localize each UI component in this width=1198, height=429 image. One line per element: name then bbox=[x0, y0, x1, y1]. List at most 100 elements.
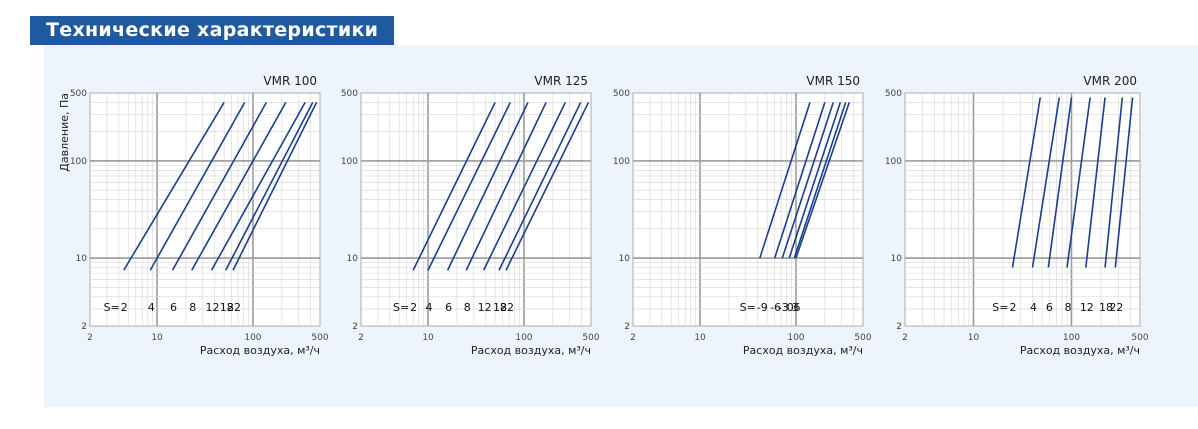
series-label: 8 bbox=[464, 301, 471, 314]
y-tick-label: 100 bbox=[885, 157, 902, 167]
x-tick-label: 100 bbox=[787, 333, 804, 343]
series-line-s12 bbox=[1085, 97, 1106, 268]
series-line-s8 bbox=[191, 102, 287, 271]
series-label: 18 bbox=[1099, 301, 1113, 314]
x-tick-label: 2 bbox=[630, 333, 636, 343]
x-tick-label: 2 bbox=[358, 333, 364, 343]
series-line-s3 bbox=[793, 102, 847, 259]
x-tick-label: 100 bbox=[515, 333, 532, 343]
x-axis-label: Расход воздуха, м³/ч bbox=[471, 344, 591, 357]
x-tick-label: 500 bbox=[311, 333, 328, 343]
series-line-s18 bbox=[1104, 97, 1124, 268]
chart-title: VMR 200 bbox=[1083, 74, 1137, 88]
series-line-s2 bbox=[412, 102, 496, 271]
chart-title: VMR 150 bbox=[806, 74, 860, 88]
series-line-s-6 bbox=[773, 102, 826, 259]
chart-title: VMR 100 bbox=[263, 74, 317, 88]
series-label: 2 bbox=[121, 301, 128, 314]
x-tick-label: 500 bbox=[1131, 333, 1148, 343]
plot-area bbox=[632, 92, 864, 327]
series-label: 6 bbox=[1046, 301, 1053, 314]
y-tick-label: 100 bbox=[613, 157, 630, 167]
series-label: 2 bbox=[1009, 301, 1016, 314]
series-line-s6 bbox=[171, 102, 268, 271]
series-line-s22 bbox=[1114, 97, 1134, 268]
series-label-prefix: S= bbox=[104, 301, 120, 314]
series-label: -3 bbox=[778, 301, 789, 314]
section-title: Технические характеристики bbox=[30, 16, 395, 45]
series-label: 4 bbox=[426, 301, 433, 314]
y-tick-label: 2 bbox=[352, 322, 358, 332]
x-tick-label: 2 bbox=[87, 333, 93, 343]
series-line-s-3 bbox=[781, 102, 835, 259]
y-tick-label: 500 bbox=[885, 89, 902, 99]
series-line-s4 bbox=[149, 102, 246, 271]
series-line-s2 bbox=[123, 102, 225, 271]
chart-1: 2 10 100 500 2 10 100 500 VMR 100 Расход воздуха,… bbox=[58, 74, 329, 357]
chart-3: 2 10 100 500 2 10 100 500 VMR 150 Расход воздуха,… bbox=[613, 74, 872, 357]
series-line-s2 bbox=[1011, 97, 1042, 268]
x-axis-label: Расход воздуха, м³/ч bbox=[743, 344, 863, 357]
y-tick-label: 10 bbox=[619, 254, 631, 264]
x-tick-label: 10 bbox=[694, 333, 706, 343]
series-label: 18 bbox=[220, 301, 234, 314]
x-tick-label: 2 bbox=[902, 333, 908, 343]
series-line-s6 bbox=[795, 102, 851, 259]
series-line-s22 bbox=[232, 102, 318, 271]
x-tick-label: 500 bbox=[582, 333, 599, 343]
series-label: 3 bbox=[792, 301, 799, 314]
series-label: 8 bbox=[189, 301, 196, 314]
y-tick-label: 10 bbox=[891, 254, 903, 264]
series-line-s8 bbox=[465, 102, 547, 271]
series-line-s6 bbox=[1047, 97, 1073, 268]
x-axis-label: Расход воздуха, м³/ч bbox=[1020, 344, 1140, 357]
x-axis-label: Расход воздуха, м³/ч bbox=[200, 344, 320, 357]
series-label-prefix: S= bbox=[740, 301, 756, 314]
series-line-s12 bbox=[210, 102, 306, 271]
series-label: 6 bbox=[793, 301, 800, 314]
chart-4: 2 10 100 500 2 10 100 500 VMR 200 Расход воздуха,… bbox=[885, 74, 1149, 357]
x-tick-label: 500 bbox=[854, 333, 871, 343]
chart-title: VMR 125 bbox=[534, 74, 588, 88]
series-line-s0 bbox=[788, 102, 842, 259]
series-line-s22 bbox=[505, 102, 590, 271]
series-line-s4 bbox=[1031, 97, 1061, 268]
series-label-prefix: S= bbox=[393, 301, 409, 314]
x-tick-label: 10 bbox=[968, 333, 980, 343]
series-label: 4 bbox=[1030, 301, 1037, 314]
section-header: Технические характеристики bbox=[30, 16, 1198, 45]
series-line-s18 bbox=[498, 102, 582, 271]
series-label: 2 bbox=[410, 301, 417, 314]
series-label: 8 bbox=[1065, 301, 1072, 314]
series-line-s6 bbox=[446, 102, 529, 271]
chart-2: 2 10 100 500 2 10 100 500 VMR 125 Расход воздуха,… bbox=[341, 74, 600, 357]
x-tick-label: 100 bbox=[1063, 333, 1080, 343]
x-tick-label: 10 bbox=[151, 333, 163, 343]
y-tick-label: 100 bbox=[70, 157, 87, 167]
y-tick-label: 2 bbox=[896, 322, 902, 332]
x-tick-label: 10 bbox=[422, 333, 434, 343]
y-tick-label: 10 bbox=[76, 254, 88, 264]
series-line-s18 bbox=[225, 102, 314, 271]
series-line-s-9 bbox=[759, 102, 811, 259]
y-tick-label: 2 bbox=[81, 322, 87, 332]
series-label: 12 bbox=[206, 301, 220, 314]
series-line-s4 bbox=[427, 102, 511, 271]
y-tick-label: 500 bbox=[70, 89, 87, 99]
y-tick-label: 100 bbox=[341, 157, 358, 167]
y-tick-label: 500 bbox=[613, 89, 630, 99]
series-label: 12 bbox=[1080, 301, 1094, 314]
series-line-s8 bbox=[1066, 97, 1091, 268]
series-label: 22 bbox=[500, 301, 514, 314]
y-tick-label: 2 bbox=[624, 322, 630, 332]
series-label: 22 bbox=[1109, 301, 1123, 314]
series-label: 0 bbox=[787, 301, 794, 314]
x-tick-label: 100 bbox=[244, 333, 261, 343]
series-label: 6 bbox=[170, 301, 177, 314]
series-label: 6 bbox=[445, 301, 452, 314]
plot-area bbox=[89, 92, 321, 327]
series-label: 12 bbox=[478, 301, 492, 314]
series-label: 18 bbox=[493, 301, 507, 314]
series-label: -6 bbox=[770, 301, 781, 314]
